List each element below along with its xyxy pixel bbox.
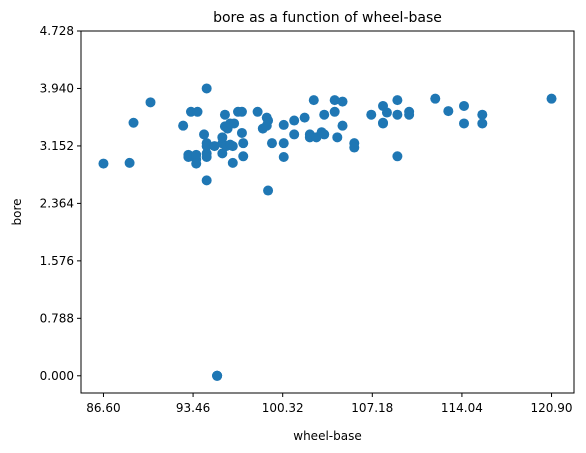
data-point-10 bbox=[191, 158, 202, 169]
data-point-49 bbox=[278, 152, 289, 163]
data-point-78 bbox=[443, 106, 454, 117]
data-point-26 bbox=[219, 109, 230, 120]
data-point-79 bbox=[459, 118, 470, 129]
data-point-77 bbox=[430, 93, 441, 104]
data-point-18 bbox=[201, 152, 212, 163]
data-point-9 bbox=[191, 149, 202, 160]
y-ticks: 0.000 0.788 1.576 2.364 3.152 3.940 4.728 bbox=[40, 24, 81, 383]
data-point-52 bbox=[299, 112, 310, 123]
data-point-70 bbox=[378, 117, 389, 128]
data-point-32 bbox=[227, 157, 238, 168]
data-point-37 bbox=[236, 127, 247, 138]
data-point-81 bbox=[477, 109, 488, 120]
data-point-55 bbox=[308, 95, 319, 106]
data-point-6 bbox=[183, 152, 194, 163]
chart-title: bore as a function of wheel-base bbox=[213, 10, 442, 26]
data-point-25 bbox=[217, 132, 228, 143]
data-point-48 bbox=[278, 119, 289, 130]
data-point-44 bbox=[263, 115, 274, 126]
data-point-17 bbox=[201, 175, 212, 186]
x-tick-label-3: 107.18 bbox=[351, 401, 393, 415]
data-point-59 bbox=[319, 129, 330, 140]
data-point-74 bbox=[392, 151, 403, 162]
data-point-39 bbox=[238, 151, 249, 162]
data-point-1 bbox=[124, 157, 135, 168]
y-tick-label-2: 1.576 bbox=[40, 254, 74, 268]
x-axis-label: wheel-base bbox=[293, 429, 361, 443]
y-tick-label-6: 4.728 bbox=[40, 24, 74, 38]
data-point-61 bbox=[329, 106, 340, 117]
data-point-66 bbox=[349, 142, 360, 153]
data-point-73 bbox=[392, 109, 403, 120]
data-point-62 bbox=[332, 132, 343, 143]
data-point-64 bbox=[337, 96, 348, 107]
x-tick-label-1: 93.46 bbox=[176, 401, 210, 415]
data-point-72 bbox=[392, 95, 403, 106]
data-point-47 bbox=[278, 138, 289, 149]
x-ticks: 86.60 93.46 100.32 107.18 114.04 120.90 bbox=[86, 393, 573, 415]
data-point-16 bbox=[201, 141, 212, 152]
data-point-50 bbox=[289, 115, 300, 126]
data-point-71 bbox=[381, 107, 392, 118]
data-point-34 bbox=[229, 118, 240, 129]
y-tick-label-1: 0.788 bbox=[40, 311, 74, 325]
data-point-82 bbox=[477, 118, 488, 129]
x-tick-label-2: 100.32 bbox=[262, 401, 304, 415]
data-point-13 bbox=[201, 83, 212, 94]
data-point-46 bbox=[266, 138, 277, 149]
data-point-60 bbox=[329, 95, 340, 106]
data-point-19 bbox=[209, 141, 220, 152]
data-point-33 bbox=[227, 141, 238, 152]
x-tick-label-4: 114.04 bbox=[441, 401, 483, 415]
points-layer bbox=[98, 83, 557, 381]
x-tick-label-0: 86.60 bbox=[86, 401, 120, 415]
data-point-51 bbox=[289, 129, 300, 140]
y-tick-label-4: 3.152 bbox=[40, 139, 74, 153]
data-point-38 bbox=[238, 138, 249, 149]
data-point-76 bbox=[404, 106, 415, 117]
data-point-3 bbox=[145, 97, 156, 108]
data-point-83 bbox=[546, 93, 557, 104]
data-point-36 bbox=[236, 106, 247, 117]
y-axis-label: bore bbox=[10, 198, 24, 225]
data-point-67 bbox=[366, 109, 377, 120]
y-tick-label-5: 3.940 bbox=[40, 81, 74, 95]
x-tick-label-5: 120.90 bbox=[531, 401, 573, 415]
data-point-11 bbox=[192, 106, 203, 117]
data-point-45 bbox=[263, 185, 274, 196]
data-point-63 bbox=[337, 120, 348, 131]
data-point-0 bbox=[98, 158, 109, 169]
data-point-22 bbox=[212, 370, 223, 381]
data-point-58 bbox=[319, 109, 330, 120]
plot-frame bbox=[80, 30, 575, 394]
data-point-80 bbox=[459, 100, 470, 111]
data-point-40 bbox=[252, 106, 263, 117]
y-tick-label-0: 0.000 bbox=[40, 369, 74, 383]
data-point-12 bbox=[199, 129, 210, 140]
y-tick-label-3: 2.364 bbox=[40, 196, 74, 210]
data-point-2 bbox=[128, 117, 139, 128]
data-point-4 bbox=[178, 120, 189, 131]
